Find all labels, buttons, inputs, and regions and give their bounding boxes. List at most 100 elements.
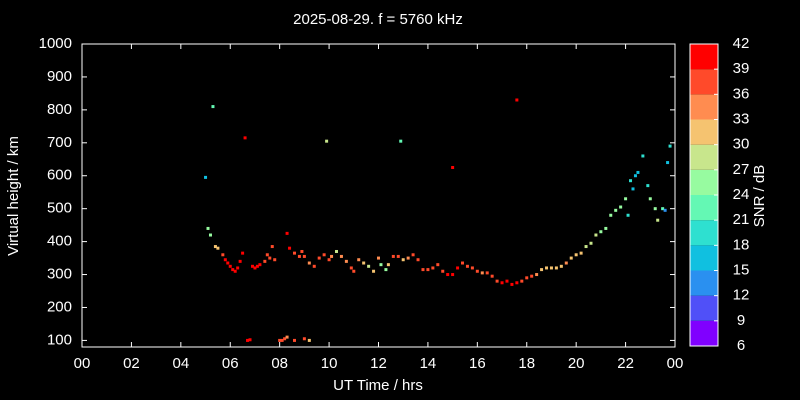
data-point [241,251,245,255]
data-point [226,261,230,265]
colorbar-tick-label: 27 [733,161,750,178]
data-point [604,226,608,230]
data-point [248,338,252,342]
colorbar-band [690,144,718,170]
data-point [520,279,524,283]
data-point [641,154,645,158]
data-point [426,268,430,272]
data-point [208,233,212,237]
data-point [317,256,321,260]
data-point [421,268,425,272]
data-point [579,251,583,255]
data-point [238,259,242,263]
colorbar-tick-label: 9 [737,312,745,329]
data-point [406,256,410,260]
x-tick-label: 00 [74,355,91,372]
data-point [416,258,420,262]
data-point [278,338,282,342]
data-point [263,259,267,263]
colorbar-band [690,320,718,346]
data-point [377,256,380,260]
colorbar-band [690,94,718,120]
data-point [300,249,304,253]
data-point [270,245,274,249]
data-point [292,251,296,255]
data-point [236,266,240,270]
data-point [216,246,220,250]
data-point [233,269,237,273]
data-point [396,254,400,258]
data-point [349,266,353,270]
y-tick-label: 500 [47,200,72,217]
data-point [480,271,484,275]
data-point [411,253,415,257]
colorbar-tick-label: 15 [733,261,750,278]
data-point [327,258,331,262]
data-point [530,274,534,278]
data-point [545,266,549,270]
data-point [223,258,227,262]
data-point [505,279,509,283]
colorbar-tick-label: 21 [733,211,750,228]
data-point [258,263,262,267]
data-point [302,337,306,341]
data-point [629,179,633,183]
colorbar-band [690,195,718,221]
data-point [624,197,628,201]
data-point [379,263,383,267]
data-point [668,144,672,148]
data-point [549,266,553,270]
data-point [490,274,494,278]
data-point [231,268,235,272]
data-point [631,187,635,191]
data-point [339,254,343,258]
data-point [391,254,395,258]
data-point [268,256,272,260]
data-point [362,261,366,265]
data-point [302,254,306,258]
data-point [297,254,301,258]
data-point [525,276,529,280]
colorbar-band [690,295,718,321]
colorbar-tick-label: 24 [733,186,750,203]
data-point [451,166,455,170]
data-point [285,335,289,339]
y-tick-label: 1000 [39,35,72,52]
data-point [386,263,390,267]
data-point [307,261,311,265]
data-point [485,271,489,275]
colorbar-band [690,69,718,95]
data-point [228,264,232,268]
colorbar-tick-label: 30 [733,136,750,153]
data-point [574,253,578,257]
data-point [330,254,334,258]
data-point [431,266,435,270]
data-point [283,337,287,341]
data-point [221,253,225,257]
data-point [436,263,440,267]
x-axis-label: UT Time / hrs [333,377,423,394]
y-tick-label: 400 [47,233,72,250]
data-point [253,266,257,270]
data-point [399,139,403,143]
data-point [357,258,361,262]
data-point [589,241,593,245]
data-point [559,264,563,268]
data-point [646,184,650,188]
data-point [461,261,465,265]
data-point [663,208,667,212]
y-tick-label: 300 [47,266,72,283]
data-point [344,259,348,263]
data-point [661,207,665,211]
data-point [626,213,630,217]
colorbar-tick-label: 36 [733,85,750,102]
data-point [334,249,338,253]
y-axis-label: Virtual height / km [5,136,22,256]
x-tick-label: 16 [469,355,486,372]
x-tick-label: 20 [568,355,585,372]
x-tick-label: 06 [222,355,239,372]
data-point [441,269,445,273]
y-tick-label: 800 [47,101,72,118]
data-point [515,98,519,102]
